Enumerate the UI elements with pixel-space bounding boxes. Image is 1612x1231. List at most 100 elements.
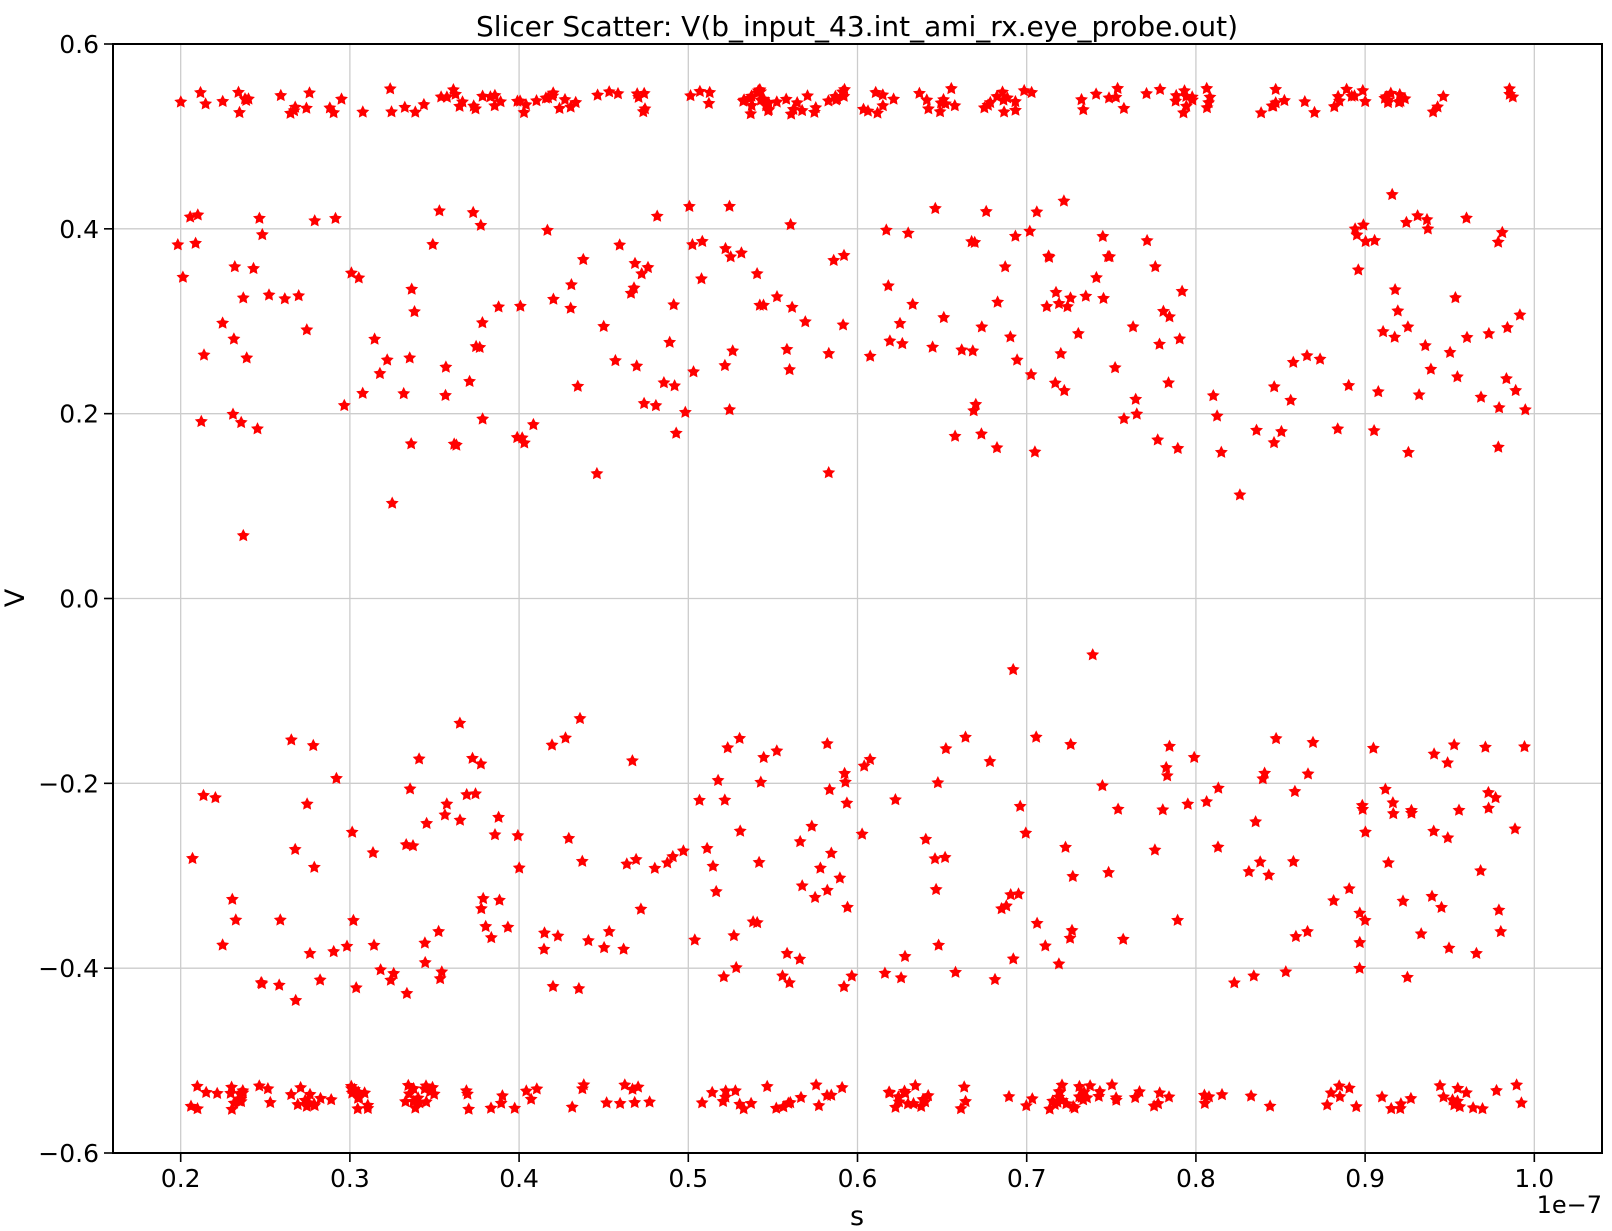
scatter-point	[474, 757, 488, 770]
scatter-point	[838, 82, 851, 96]
scatter-point	[253, 211, 266, 224]
scatter-point	[828, 89, 842, 103]
scatter-point	[876, 88, 890, 101]
scatter-point	[666, 849, 680, 863]
scatter-point	[420, 816, 434, 829]
scatter-point	[1095, 779, 1109, 792]
scatter-point	[294, 1080, 308, 1094]
scatter-point	[1076, 1093, 1090, 1106]
y-tick-label: 0.0	[59, 585, 99, 614]
scatter-point	[439, 388, 452, 401]
scatter-point	[1266, 99, 1280, 112]
scatter-point	[373, 366, 387, 380]
scatter-point	[225, 892, 239, 905]
scatter-point	[1460, 211, 1473, 224]
scatter-point	[883, 334, 897, 347]
scatter-point	[313, 973, 327, 986]
scatter-point	[1451, 1081, 1465, 1094]
scatter-point	[1006, 662, 1020, 676]
scatter-point	[990, 89, 1004, 103]
scatter-point	[719, 241, 732, 255]
x-tick-label: 0.6	[838, 1164, 878, 1193]
scatter-point	[1102, 865, 1115, 879]
scatter-point	[232, 85, 245, 98]
scatter-point	[783, 362, 796, 376]
scatter-point	[919, 832, 933, 845]
scatter-point	[1331, 89, 1345, 103]
scatter-point	[1029, 730, 1043, 743]
scatter-point	[1284, 393, 1298, 406]
scatter-point	[926, 340, 940, 353]
scatter-point	[1425, 889, 1439, 902]
scatter-point	[300, 101, 313, 114]
scatter-point	[255, 227, 269, 241]
scatter-point	[724, 250, 738, 263]
scatter-point	[1450, 370, 1464, 383]
scatter-point	[624, 286, 638, 299]
scatter-point	[823, 782, 837, 796]
scatter-point	[752, 855, 766, 868]
scatter-point	[1159, 760, 1173, 774]
scatter-point	[937, 310, 951, 324]
scatter-point	[1030, 205, 1044, 218]
scatter-point	[695, 272, 708, 285]
scatter-point	[1345, 89, 1359, 102]
scatter-point	[914, 1099, 928, 1112]
x-tick-label: 0.5	[668, 1164, 708, 1193]
x-axis-offset-label: 1e−7	[1537, 1191, 1602, 1219]
scatter-point	[777, 1100, 790, 1113]
scatter-point	[1198, 1096, 1212, 1109]
scatter-point	[1378, 782, 1392, 795]
scatter-point	[405, 282, 419, 295]
scatter-point	[770, 744, 784, 757]
scatter-point	[1083, 1079, 1097, 1092]
scatter-point	[407, 1094, 420, 1107]
scatter-point	[488, 828, 502, 841]
scatter-point	[236, 528, 250, 542]
scatter-point	[1381, 856, 1395, 869]
scatter-point	[466, 751, 479, 764]
scatter-point	[418, 1082, 432, 1095]
scatter-point	[517, 105, 531, 119]
scatter-point	[954, 1101, 968, 1115]
scatter-point	[1057, 383, 1071, 397]
scatter-point	[643, 1095, 656, 1108]
scatter-point	[1427, 747, 1441, 760]
scatter-point	[1117, 412, 1131, 425]
scatter-point	[837, 979, 851, 993]
scatter-point	[1481, 785, 1495, 799]
scatter-point	[289, 993, 303, 1006]
scatter-point	[637, 86, 651, 100]
scatter-point	[1474, 390, 1488, 403]
scatter-point	[236, 291, 250, 304]
scatter-point	[718, 793, 732, 806]
scatter-point	[228, 260, 242, 273]
scatter-point	[374, 963, 388, 976]
scatter-point	[224, 1086, 238, 1099]
scatter-point	[969, 397, 983, 410]
scatter-point	[488, 99, 502, 112]
scatter-point	[1420, 212, 1434, 226]
scatter-point	[1441, 756, 1454, 769]
scatter-point	[878, 966, 892, 979]
scatter-point	[174, 95, 188, 108]
scatter-point	[1215, 1087, 1229, 1101]
scatter-point	[330, 771, 343, 784]
scatter-point	[1250, 423, 1263, 436]
scatter-point	[216, 316, 230, 329]
scatter-point	[308, 214, 322, 227]
scatter-point	[1148, 260, 1162, 273]
scatter-point	[351, 1102, 365, 1115]
scatter-point	[229, 913, 243, 926]
scatter-point	[1013, 799, 1027, 812]
scatter-point	[628, 256, 642, 269]
scatter-point	[1130, 407, 1144, 420]
scatter-point	[571, 379, 585, 392]
scatter-point	[785, 300, 799, 313]
scatter-point	[981, 98, 995, 111]
scatter-point	[779, 92, 793, 105]
scatter-point	[492, 810, 505, 823]
scatter-point	[863, 752, 877, 765]
scatter-point	[1385, 187, 1399, 201]
x-tick-label: 0.9	[1345, 1164, 1385, 1193]
